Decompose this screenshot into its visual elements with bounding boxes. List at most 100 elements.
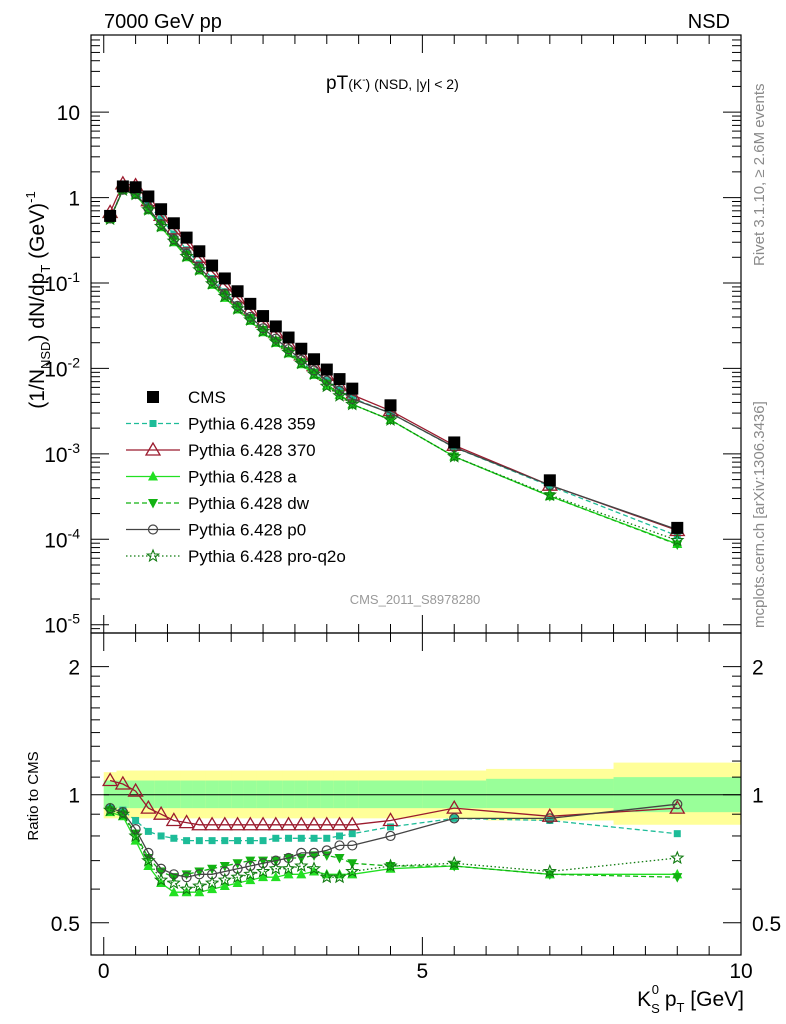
ratio-point-p359 (546, 816, 554, 824)
data-point-cms (346, 382, 359, 395)
ratio-point-p0 (270, 855, 281, 866)
data-point-cms (333, 373, 346, 386)
ratio-point-proq2o (319, 869, 334, 884)
ratio-point-p370 (127, 782, 144, 797)
ratio-line-a (109, 811, 678, 893)
x-tick-label: 5 (417, 960, 429, 983)
ratio-point-p370 (140, 799, 157, 814)
plot-title-sup: - (362, 75, 365, 86)
data-point-proq2o (332, 388, 347, 402)
ratio-point-p370 (242, 816, 259, 831)
data-point-proq2o (319, 378, 334, 393)
ratio-point-p359 (144, 827, 152, 835)
main-plot-frame (90, 34, 742, 634)
data-point-dw (207, 277, 218, 288)
ratio-point-proq2o (205, 875, 220, 890)
ratio-point-a (130, 835, 141, 845)
svg-text:(1/NNSD) dN/dpT (GeV)-1: (1/NNSD) dN/dpT (GeV)-1 (23, 191, 53, 408)
plot-title: pT(K-) (NSD, |y| < 2) (326, 73, 459, 94)
ratio-point-p359 (234, 837, 242, 845)
ratio-point-p370 (216, 816, 233, 831)
data-point-cms (218, 272, 231, 285)
data-point-proq2o (294, 355, 309, 370)
y-tick-label: 10-1 (44, 269, 80, 296)
ratio-point-p370 (318, 816, 335, 831)
header-right: NSD (688, 11, 730, 33)
ratio-point-a (334, 868, 345, 879)
ratio-point-a (296, 868, 307, 879)
ratio-point-p0 (385, 830, 396, 842)
ratio-point-p370 (152, 805, 170, 820)
ratio-point-p359 (132, 816, 140, 824)
plot-title-rest: ) (NSD, |y| < 2) (366, 76, 459, 92)
ratio-point-p359 (387, 823, 395, 831)
ratio-point-proq2o (345, 864, 360, 878)
data-point-proq2o (306, 366, 322, 381)
ratio-point-a (270, 871, 281, 882)
data-point-cms (295, 342, 308, 355)
ratio-point-a (283, 868, 294, 879)
data-point-p0 (321, 375, 332, 386)
uncertainty-band-green (486, 778, 615, 809)
ratio-point-p0 (347, 840, 358, 851)
ratio-point-p359 (119, 806, 127, 814)
ratio-point-a (219, 880, 230, 891)
ratio-point-p359 (195, 837, 203, 845)
ratio-y-tick-label-right: 2 (752, 657, 764, 680)
data-point-proq2o (447, 449, 462, 463)
legend-label-cms: CMS (188, 388, 226, 407)
ratio-point-p0 (296, 847, 307, 858)
data-point-proq2o (255, 323, 271, 338)
ratio-plot-frame (90, 632, 742, 956)
ratio-point-p370 (267, 816, 284, 831)
data-point-p0 (257, 323, 269, 334)
ratio-point-a (143, 860, 154, 870)
ratio-point-p359 (272, 834, 280, 842)
data-point-cms (320, 363, 333, 376)
data-point-cms (257, 310, 270, 323)
ratio-point-proq2o (542, 864, 557, 878)
ratio-point-p359 (673, 830, 681, 838)
ratio-point-p359 (323, 834, 331, 842)
series-line-proq2o (109, 189, 678, 542)
ratio-point-dw (347, 859, 358, 869)
top-y-axis-label: (1/NNSD) dN/dpT (GeV)-1 (23, 191, 53, 408)
ratio-point-p0 (232, 863, 243, 874)
ratio-y-tick-label: 1 (68, 785, 80, 808)
data-point-proq2o (243, 312, 258, 326)
legend-marker-a (148, 471, 158, 481)
x-tick-label: 0 (98, 960, 110, 983)
analysis-watermark: CMS_2011_S8978280 (350, 592, 481, 607)
legend-marker-p0 (147, 524, 159, 535)
data-point-cms (244, 297, 257, 310)
ratio-point-dw (334, 854, 345, 864)
ratio-y-tick-label: 2 (68, 657, 80, 680)
ratio-point-p0 (544, 813, 555, 824)
legend-marker-proq2o (145, 548, 161, 563)
x-tick-label: 10 (729, 960, 752, 983)
ratio-point-proq2o (670, 850, 685, 865)
ratio-point-a (232, 877, 243, 888)
legend-marker-cms (147, 391, 159, 403)
data-point-cms (180, 231, 193, 244)
ratio-point-dw (181, 870, 192, 880)
ratio-point-p0 (672, 799, 683, 810)
header-left: 7000 GeV pp (104, 11, 222, 33)
x-axis-label: KS0 pT [GeV] (637, 982, 744, 1016)
main-plot-panel: 10-5 10-4 10-3 10-2 10-1 1 10 (44, 34, 742, 638)
ratio-line-p370 (109, 779, 678, 826)
data-point-cms (142, 190, 155, 203)
ratio-point-proq2o (115, 806, 131, 821)
data-point-cms (282, 331, 295, 344)
data-point-proq2o (153, 218, 169, 233)
ratio-point-p0 (130, 824, 141, 835)
ratio-y-axis-label: Ratio to CMS (25, 751, 42, 840)
data-point-cms (671, 521, 684, 534)
ratio-point-p359 (183, 837, 191, 845)
data-point-cms (448, 436, 461, 449)
data-point-proq2o (542, 487, 557, 502)
ratio-point-a (258, 871, 269, 882)
data-point-cms (206, 259, 219, 272)
data-point-dw (245, 313, 256, 324)
